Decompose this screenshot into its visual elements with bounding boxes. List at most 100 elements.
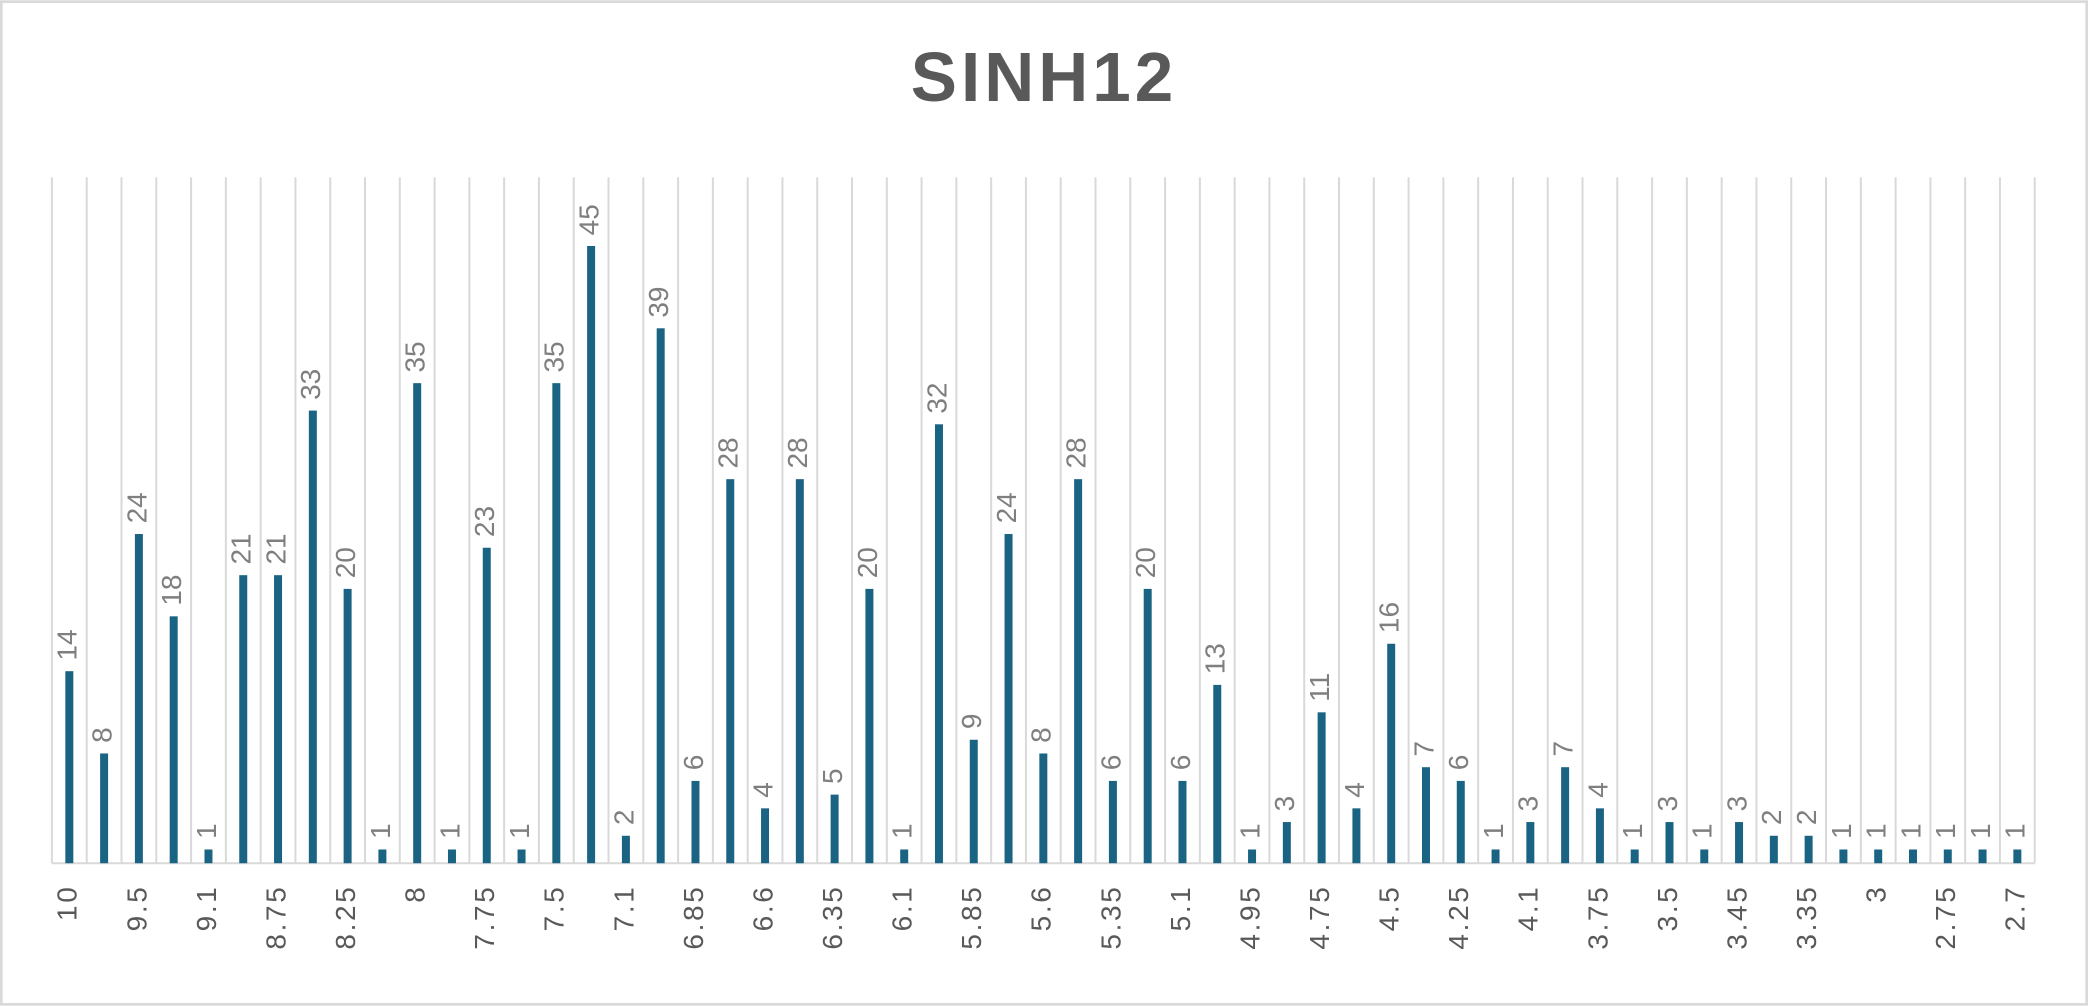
bar	[1769, 835, 1778, 864]
bar	[1387, 643, 1396, 864]
data-label: 7	[1408, 741, 1439, 757]
data-label: 1	[191, 823, 222, 839]
bar	[900, 849, 909, 864]
bar	[934, 424, 943, 864]
data-label: 1	[434, 823, 465, 839]
data-label: 24	[991, 492, 1022, 523]
data-label: 16	[1374, 602, 1405, 633]
x-tick-label: 4.25	[1443, 885, 1474, 950]
data-label: 1	[504, 823, 535, 839]
x-tick-label: 2.75	[1930, 885, 1961, 950]
bar	[1630, 849, 1639, 864]
bar	[1700, 849, 1709, 864]
bar	[1213, 684, 1222, 864]
data-label: 1	[1826, 823, 1857, 839]
x-tick-label: 7.5	[539, 885, 570, 932]
bar	[1178, 780, 1187, 864]
data-label: 4	[1582, 782, 1613, 798]
bar	[1421, 767, 1430, 864]
x-tick-label: 4.5	[1374, 885, 1405, 932]
data-label: 21	[226, 533, 257, 564]
x-tick-label: 8.25	[330, 885, 361, 950]
x-tick-label: 6.6	[747, 885, 778, 932]
x-tick-label: 5.1	[1165, 885, 1196, 932]
data-label: 3	[1269, 796, 1300, 812]
data-label: 1	[1687, 823, 1718, 839]
bar	[447, 849, 456, 864]
data-label: 18	[156, 575, 187, 606]
data-label: 2	[1791, 810, 1822, 826]
x-tick-label: 3	[1861, 885, 1892, 903]
x-tick-label: 6.85	[678, 885, 709, 950]
data-label: 24	[121, 492, 152, 523]
bar	[134, 534, 143, 864]
bar	[1456, 780, 1465, 864]
bar	[413, 383, 422, 864]
bar	[482, 547, 491, 864]
bar	[1282, 822, 1291, 864]
bar	[343, 588, 352, 864]
data-label: 5	[817, 768, 848, 784]
bar	[1561, 767, 1570, 864]
bar	[169, 616, 178, 864]
data-label: 1	[1861, 823, 1892, 839]
x-tick-label: 5.85	[956, 885, 987, 950]
data-label: 21	[260, 533, 291, 564]
data-label: 2	[608, 810, 639, 826]
bar	[1526, 822, 1535, 864]
bar	[969, 739, 978, 864]
x-tick-label: 8	[400, 885, 431, 903]
data-label: 28	[782, 437, 813, 468]
bar	[1491, 849, 1500, 864]
bar	[1874, 849, 1883, 864]
data-label: 1	[2000, 823, 2031, 839]
x-tick-label: 3.5	[1652, 885, 1683, 932]
data-label: 20	[852, 547, 883, 578]
x-tick-label: 3.45	[1721, 885, 1752, 950]
data-label: 35	[539, 341, 570, 372]
data-label: 35	[400, 341, 431, 372]
data-label: 45	[574, 204, 605, 235]
bar	[1839, 849, 1848, 864]
data-label: 20	[330, 547, 361, 578]
x-tick-label: 9.1	[191, 885, 222, 932]
bar	[830, 794, 839, 864]
x-tick-label: 4.75	[1304, 885, 1335, 950]
data-label: 3	[1513, 796, 1544, 812]
data-label: 1	[1617, 823, 1648, 839]
data-label: 33	[295, 369, 326, 400]
bar	[239, 575, 248, 864]
bar	[1108, 780, 1117, 864]
bar	[795, 479, 804, 864]
data-label: 1	[1930, 823, 1961, 839]
data-label: 6	[1443, 755, 1474, 771]
x-tick-label: 4.1	[1513, 885, 1544, 932]
bar	[1074, 479, 1083, 864]
x-tick-label: 6.35	[817, 885, 848, 950]
bar	[1352, 808, 1361, 864]
x-tick-label: 9.5	[121, 885, 152, 932]
x-tick-label: 10	[52, 885, 83, 921]
data-label: 23	[469, 506, 500, 537]
bar	[1004, 534, 1013, 864]
x-tick-label: 7.1	[608, 885, 639, 932]
bar	[1804, 835, 1813, 864]
bar	[761, 808, 770, 864]
bar	[691, 780, 700, 864]
data-label: 8	[87, 727, 118, 743]
bar	[1317, 712, 1326, 864]
data-label: 13	[1200, 643, 1231, 674]
data-label: 32	[921, 383, 952, 414]
data-label: 3	[1652, 796, 1683, 812]
bar	[865, 588, 874, 864]
data-label: 1	[1965, 823, 1996, 839]
bar	[204, 849, 213, 864]
data-label: 1	[1234, 823, 1265, 839]
data-label: 1	[365, 823, 396, 839]
bar	[1248, 849, 1257, 864]
data-label: 6	[1165, 755, 1196, 771]
x-tick-label: 7.75	[469, 885, 500, 950]
x-tick-label: 3.75	[1582, 885, 1613, 950]
bar	[621, 835, 630, 864]
